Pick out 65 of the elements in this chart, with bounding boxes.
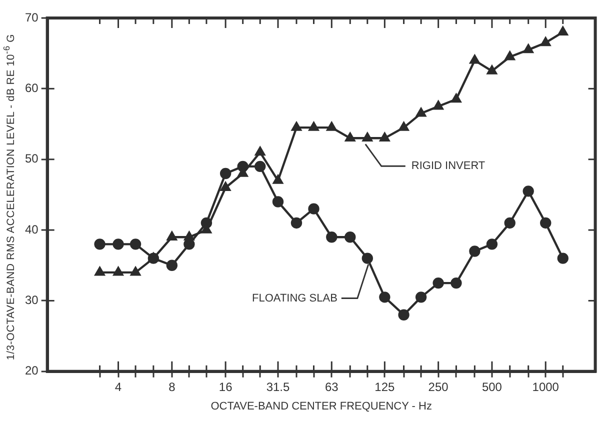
point [326, 232, 338, 243]
point [469, 246, 480, 257]
point [504, 217, 516, 229]
point [433, 100, 444, 110]
point [362, 252, 374, 264]
point [273, 174, 283, 184]
point [523, 44, 534, 54]
x-tick-label: 8 [168, 380, 176, 394]
point [220, 182, 231, 191]
x-tick-label: 250 [428, 380, 449, 394]
y-tick-label: 50 [24, 152, 39, 166]
point [540, 217, 552, 229]
point [254, 160, 266, 172]
y-tick-label: 20 [24, 364, 39, 378]
point [362, 132, 372, 142]
point [308, 122, 319, 131]
annotation: RIGID INVERT [411, 160, 486, 172]
y-tick-label: 40 [24, 222, 39, 236]
point [486, 238, 498, 250]
point [379, 292, 390, 303]
point [290, 217, 302, 229]
point [416, 108, 426, 117]
point [540, 37, 551, 46]
point [432, 277, 444, 289]
y-tick-label: 60 [24, 80, 39, 95]
point [112, 238, 124, 250]
x-tick-label: 1000 [532, 380, 560, 394]
point [166, 260, 178, 271]
point [398, 309, 410, 320]
y-tick-label: 70 [24, 10, 39, 24]
point [450, 277, 462, 289]
point [184, 232, 194, 240]
point [291, 122, 302, 131]
point [308, 203, 320, 214]
point [94, 238, 106, 250]
x-axis-title: OCTAVE-BAND CENTER FREQUENCY - Hz [210, 400, 432, 412]
point [398, 122, 409, 131]
point [558, 26, 568, 36]
x-tick-label: 500 [482, 380, 502, 394]
point [130, 238, 142, 250]
y-tick-label: 30 [24, 293, 39, 308]
x-tick-label: 31.5 [266, 380, 290, 394]
point [344, 232, 356, 243]
x-tick-label: 125 [374, 380, 396, 394]
point [130, 266, 141, 276]
point [220, 168, 232, 180]
point [94, 266, 105, 276]
point [272, 196, 284, 208]
x-tick-label: 63 [324, 380, 339, 394]
x-tick-label: 16 [218, 380, 233, 394]
point [557, 252, 568, 264]
point [470, 54, 480, 64]
point [326, 122, 337, 131]
point [451, 94, 462, 103]
point [415, 292, 427, 303]
point [380, 132, 390, 142]
point [504, 51, 515, 60]
x-tick-label: 4 [114, 380, 122, 394]
point [113, 266, 124, 276]
point [345, 132, 356, 142]
point [166, 232, 177, 240]
annotation: FLOATING SLAB [252, 292, 338, 304]
point [255, 146, 266, 156]
point [486, 65, 497, 74]
point [522, 186, 534, 197]
